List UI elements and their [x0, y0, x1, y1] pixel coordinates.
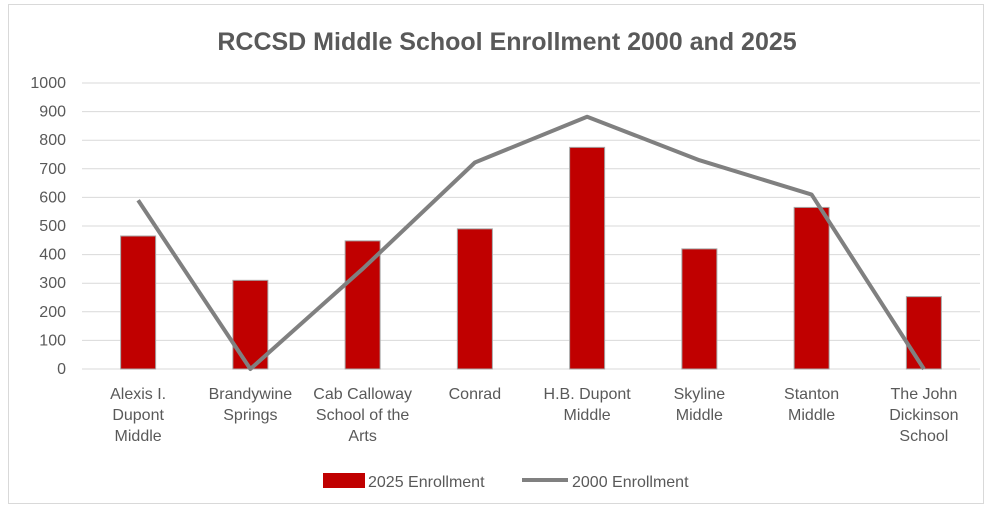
legend-label-2000: 2000 Enrollment [572, 474, 689, 491]
bar-2025-enrollment [569, 146, 606, 370]
x-category-label: Cab Calloway School of the Arts [313, 386, 412, 445]
chart-title: RCCSD Middle School Enrollment 2000 and … [217, 28, 796, 56]
y-tick-label: 0 [57, 361, 66, 378]
bar-2025-enrollment [456, 228, 493, 370]
y-tick-label: 100 [39, 332, 66, 349]
y-tick-label: 600 [39, 189, 66, 206]
x-category-label: The John Dickinson School [889, 386, 958, 445]
x-category-label: Stanton Middle [784, 386, 839, 424]
line-2000-enrollment [136, 114, 926, 371]
y-tick-label: 400 [39, 247, 66, 264]
y-tick-label: 800 [39, 132, 66, 149]
bar-2025-enrollment [681, 248, 718, 370]
bar-2025-enrollment [120, 235, 157, 370]
y-tick-label: 900 [39, 104, 66, 121]
x-axis-categories: Alexis I. Dupont Middle Brandywine Springs Ca… [110, 386, 958, 445]
bar-series [120, 146, 942, 370]
x-category-label: H.B. Dupont Middle [544, 386, 632, 424]
legend: 2025 Enrollment 2000 Enrollment [323, 473, 689, 491]
y-axis-ticks: 0 100 200 300 400 500 600 700 800 900 1000 [30, 75, 66, 378]
y-tick-label: 200 [39, 304, 66, 321]
x-category-label: Brandywine Springs [209, 386, 293, 424]
y-tick-label: 300 [39, 275, 66, 292]
y-tick-label: 500 [39, 218, 66, 235]
x-category-label: Conrad [449, 386, 501, 403]
x-category-label: Alexis I. Dupont Middle [110, 386, 166, 445]
y-tick-label: 1000 [30, 75, 66, 92]
legend-swatch-2025 [323, 473, 365, 488]
bar-2025-enrollment [905, 296, 942, 370]
line-series [136, 114, 926, 371]
legend-label-2025: 2025 Enrollment [368, 474, 485, 491]
y-tick-label: 700 [39, 161, 66, 178]
x-category-label: Skyline Middle [674, 386, 726, 424]
bar-2025-enrollment [793, 206, 830, 370]
gridlines [82, 82, 980, 370]
bar-2025-enrollment [344, 240, 381, 370]
